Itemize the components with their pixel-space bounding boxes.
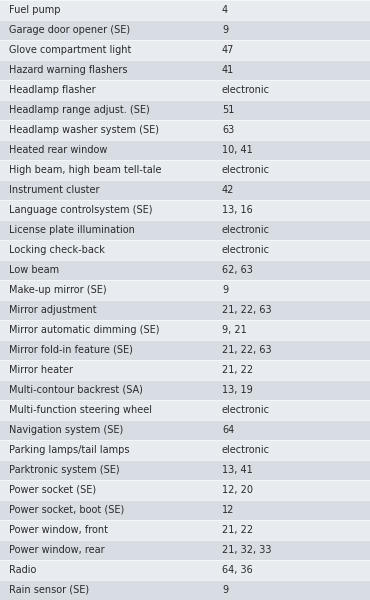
Text: 12: 12 [222,505,234,515]
Text: 21, 22, 63: 21, 22, 63 [222,345,272,355]
Text: 9: 9 [222,25,228,35]
Bar [0,160,370,180]
Text: Mirror automatic dimming (SE): Mirror automatic dimming (SE) [9,325,160,335]
Text: 21, 32, 33: 21, 32, 33 [222,545,272,555]
Text: 9: 9 [222,285,228,295]
Text: 13, 16: 13, 16 [222,205,253,215]
Bar [0,320,370,340]
Bar [0,500,370,520]
Text: 42: 42 [222,185,234,195]
Text: 21, 22: 21, 22 [222,525,253,535]
Text: electronic: electronic [222,245,270,255]
Bar [0,460,370,480]
Text: 13, 41: 13, 41 [222,465,253,475]
Text: License plate illumination: License plate illumination [9,225,135,235]
Text: Mirror fold-in feature (SE): Mirror fold-in feature (SE) [9,345,133,355]
Bar [0,280,370,300]
Text: Mirror heater: Mirror heater [9,365,73,375]
Text: 62, 63: 62, 63 [222,265,253,275]
Text: 41: 41 [222,65,234,75]
Bar [0,60,370,80]
Text: Multi-contour backrest (SA): Multi-contour backrest (SA) [9,385,143,395]
Bar [0,180,370,200]
Text: electronic: electronic [222,225,270,235]
Text: Heated rear window: Heated rear window [9,145,108,155]
Bar [0,440,370,460]
Bar [0,300,370,320]
Text: 64, 36: 64, 36 [222,565,253,575]
Text: Locking check-back: Locking check-back [9,245,105,255]
Bar [0,240,370,260]
Text: 10, 41: 10, 41 [222,145,253,155]
Bar [0,100,370,120]
Text: 21, 22: 21, 22 [222,365,253,375]
Text: Radio: Radio [9,565,37,575]
Bar [0,580,370,600]
Bar [0,140,370,160]
Bar [0,520,370,540]
Text: Fuel pump: Fuel pump [9,5,61,15]
Text: Headlamp range adjust. (SE): Headlamp range adjust. (SE) [9,105,150,115]
Text: 21, 22, 63: 21, 22, 63 [222,305,272,315]
Bar [0,340,370,360]
Bar [0,400,370,420]
Text: 51: 51 [222,105,234,115]
Text: Low beam: Low beam [9,265,59,275]
Text: Multi-function steering wheel: Multi-function steering wheel [9,405,152,415]
Text: Power socket, boot (SE): Power socket, boot (SE) [9,505,124,515]
Bar [0,260,370,280]
Text: 4: 4 [222,5,228,15]
Text: Mirror adjustment: Mirror adjustment [9,305,97,315]
Text: Headlamp flasher: Headlamp flasher [9,85,96,95]
Text: Parking lamps/tail lamps: Parking lamps/tail lamps [9,445,130,455]
Text: Language controlsystem (SE): Language controlsystem (SE) [9,205,153,215]
Bar [0,540,370,560]
Text: 13, 19: 13, 19 [222,385,253,395]
Text: Hazard warning flashers: Hazard warning flashers [9,65,128,75]
Bar [0,360,370,380]
Text: Glove compartment light: Glove compartment light [9,45,132,55]
Text: Rain sensor (SE): Rain sensor (SE) [9,585,90,595]
Text: Make-up mirror (SE): Make-up mirror (SE) [9,285,107,295]
Text: electronic: electronic [222,85,270,95]
Text: Navigation system (SE): Navigation system (SE) [9,425,124,435]
Text: High beam, high beam tell-tale: High beam, high beam tell-tale [9,165,162,175]
Text: Instrument cluster: Instrument cluster [9,185,100,195]
Text: 64: 64 [222,425,234,435]
Bar [0,480,370,500]
Bar [0,40,370,60]
Bar [0,80,370,100]
Text: Parktronic system (SE): Parktronic system (SE) [9,465,120,475]
Text: Headlamp washer system (SE): Headlamp washer system (SE) [9,125,159,135]
Text: Power window, front: Power window, front [9,525,108,535]
Bar [0,0,370,20]
Bar [0,200,370,220]
Text: electronic: electronic [222,405,270,415]
Text: 9: 9 [222,585,228,595]
Text: electronic: electronic [222,165,270,175]
Text: Garage door opener (SE): Garage door opener (SE) [9,25,130,35]
Bar [0,20,370,40]
Bar [0,120,370,140]
Bar [0,220,370,240]
Text: 63: 63 [222,125,234,135]
Bar [0,560,370,580]
Text: 9, 21: 9, 21 [222,325,247,335]
Bar [0,420,370,440]
Text: 12, 20: 12, 20 [222,485,253,495]
Text: 47: 47 [222,45,234,55]
Text: Power socket (SE): Power socket (SE) [9,485,96,495]
Text: electronic: electronic [222,445,270,455]
Text: Power window, rear: Power window, rear [9,545,105,555]
Bar [0,380,370,400]
